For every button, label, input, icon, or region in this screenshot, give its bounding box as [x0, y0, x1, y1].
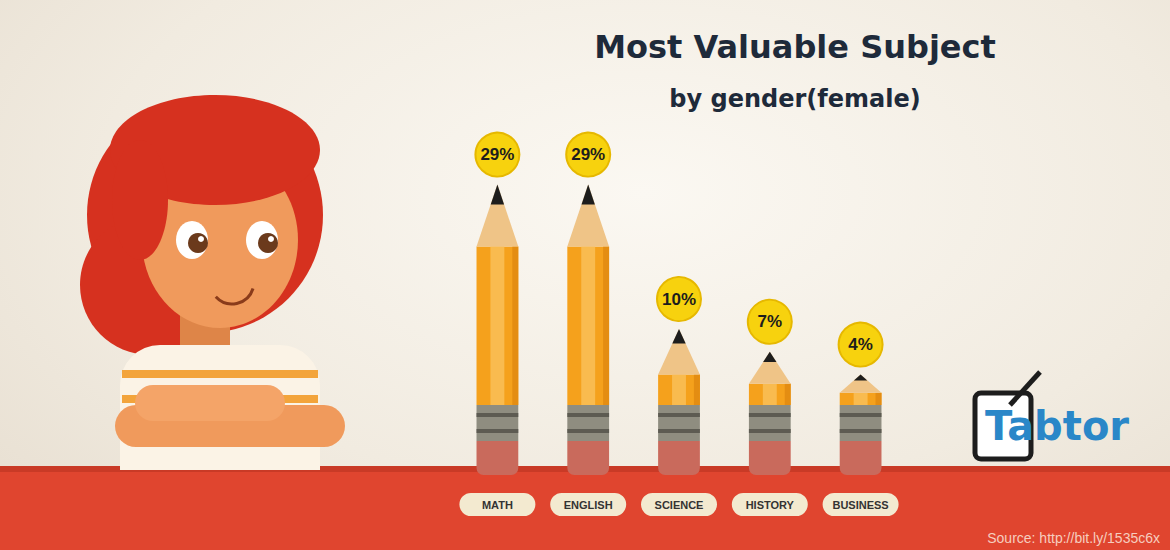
svg-text:ENGLISH: ENGLISH: [564, 499, 613, 511]
svg-text:10%: 10%: [662, 290, 696, 309]
svg-text:Source: http://bit.ly/1535c6x: Source: http://bit.ly/1535c6x: [987, 530, 1160, 546]
svg-text:29%: 29%: [571, 145, 605, 164]
svg-text:7%: 7%: [758, 312, 783, 331]
svg-text:BUSINESS: BUSINESS: [832, 499, 888, 511]
svg-text:Tabtor: Tabtor: [985, 403, 1129, 449]
svg-text:SCIENCE: SCIENCE: [655, 499, 704, 511]
svg-text:Most Valuable Subject: Most Valuable Subject: [594, 28, 996, 66]
svg-text:MATH: MATH: [482, 499, 513, 511]
svg-text:HISTORY: HISTORY: [746, 499, 795, 511]
svg-text:by gender(female): by gender(female): [669, 85, 920, 113]
svg-text:29%: 29%: [480, 145, 514, 164]
svg-text:4%: 4%: [848, 335, 873, 354]
